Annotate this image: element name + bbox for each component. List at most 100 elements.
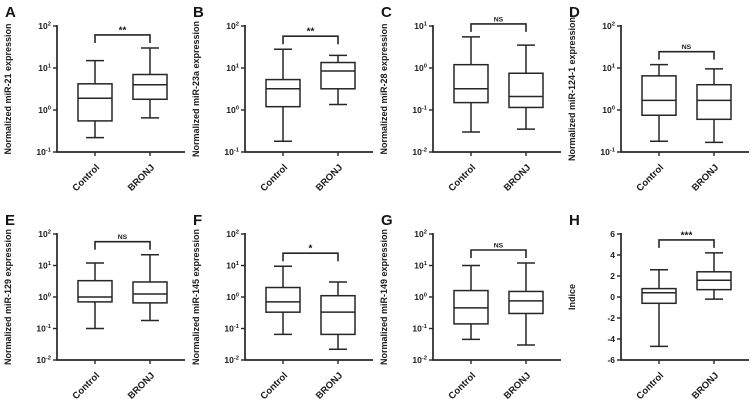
y-tick-label: 100 xyxy=(38,105,51,115)
x-tick-label: Control xyxy=(634,370,666,402)
y-tick-label: 10-2 xyxy=(224,355,239,365)
y-tick-label: 10-1 xyxy=(600,147,615,157)
panel-b: B 102 101 100 10-1 Normalized miR-23a expres… xyxy=(188,0,376,208)
y-tick-label: 100 xyxy=(38,292,51,302)
x-tick-label: BRONJ xyxy=(314,370,345,401)
panel-letter-f: F xyxy=(193,212,203,229)
y-tick-label: 2 xyxy=(610,271,615,281)
box-bronj xyxy=(132,73,168,101)
box-control xyxy=(265,286,301,313)
x-tick-label: Control xyxy=(70,162,102,194)
significance-bracket xyxy=(658,239,715,248)
panel-letter-c: C xyxy=(381,4,392,21)
x-tick-label: Control xyxy=(446,370,478,402)
significance-label: ** xyxy=(307,27,315,38)
y-tick-label: 0 xyxy=(610,292,615,302)
significance-bracket xyxy=(282,252,339,262)
box-bronj xyxy=(508,72,544,109)
panel-letter-a: A xyxy=(5,4,16,21)
y-tick-label: 100 xyxy=(226,105,239,115)
boxplot-chart-g: 102 101 100 10-1 10-2 Normalized miR-149 expr… xyxy=(379,229,561,402)
y-tick-label: 4 xyxy=(610,250,615,260)
y-tick-label: 101 xyxy=(602,63,615,73)
panel-h: H 6 4 2 0 -2 -4 -6 Indice *** Control BRONJ xyxy=(564,208,752,416)
boxplot-chart-h: 6 4 2 0 -2 -4 -6 Indice *** Control BRONJ xyxy=(567,229,749,402)
y-tick-label: 102 xyxy=(414,229,427,239)
y-axis-label: Normalized miR-124-1 expression xyxy=(567,17,577,161)
panel-e: E 102 101 100 10-1 10-2 Normalized miR-129 ex… xyxy=(0,208,188,416)
x-tick-label: Control xyxy=(634,162,666,194)
boxplot-chart-f: 102 101 100 10-1 10-2 Normalized miR-145 expr… xyxy=(191,229,373,402)
box-control xyxy=(453,63,489,104)
panel-c: C 101 100 10-1 10-2 Normalized miR-28 expres… xyxy=(376,0,564,208)
y-tick-label: 102 xyxy=(38,229,51,239)
box-control xyxy=(641,287,677,305)
box-control xyxy=(641,75,677,116)
significance-bracket xyxy=(94,34,151,43)
panel-letter-g: G xyxy=(381,212,393,229)
y-tick-label: 10-1 xyxy=(36,324,51,334)
significance-label: * xyxy=(309,244,313,255)
y-tick-label: -4 xyxy=(607,334,615,344)
box-bronj xyxy=(508,290,544,315)
y-tick-label: 101 xyxy=(414,261,427,271)
significance-label: NS xyxy=(494,243,504,250)
boxplot-chart-a: 102 101 100 10-1 Normalized miR-21 expressio… xyxy=(3,21,185,194)
y-tick-label: 10-1 xyxy=(36,147,51,157)
significance-label: ** xyxy=(119,25,127,36)
significance-bracket xyxy=(470,249,527,259)
x-tick-label: Control xyxy=(258,162,290,194)
box-bronj xyxy=(320,294,356,336)
y-tick-label: 101 xyxy=(38,261,51,271)
y-tick-label: 101 xyxy=(414,21,427,31)
box-control xyxy=(77,83,113,122)
x-tick-label: Control xyxy=(70,370,102,402)
y-tick-label: 10-1 xyxy=(412,105,427,115)
panel-g: G 102 101 100 10-1 10-2 Normalized miR-149 ex… xyxy=(376,208,564,416)
panel-a: A 102 101 100 10-1 Normalized miR-21 express… xyxy=(0,0,188,208)
x-tick-label: Control xyxy=(446,162,478,194)
y-tick-label: 101 xyxy=(38,63,51,73)
y-tick-label: 10-1 xyxy=(224,324,239,334)
y-tick-label: 100 xyxy=(226,292,239,302)
significance-bracket xyxy=(94,240,151,250)
y-axis-label: Normalized miR-21 expression xyxy=(3,23,13,154)
x-tick-label: BRONJ xyxy=(690,370,721,401)
box-control xyxy=(265,78,301,108)
y-tick-label: 102 xyxy=(226,21,239,31)
panel-f: F 102 101 100 10-1 10-2 Normalized miR-145 ex… xyxy=(188,208,376,416)
x-tick-label: BRONJ xyxy=(502,162,533,193)
y-tick-label: 10-1 xyxy=(224,147,239,157)
boxplot-chart-c: 101 100 10-1 10-2 Normalized miR-28 expressi… xyxy=(379,16,561,194)
y-axis-label: Normalized miR-23a expression xyxy=(191,21,201,157)
significance-bracket xyxy=(470,23,527,32)
significance-label: NS xyxy=(682,44,692,51)
significance-bracket xyxy=(658,50,715,60)
box-bronj xyxy=(132,281,168,304)
panel-letter-b: B xyxy=(193,4,204,21)
boxplot-chart-d: 102 101 100 10-1 Normalized miR-124-1 expres… xyxy=(567,17,749,194)
significance-bracket xyxy=(282,35,339,45)
box-control xyxy=(77,279,113,303)
y-tick-label: 102 xyxy=(38,21,51,31)
y-tick-label: 101 xyxy=(226,63,239,73)
y-tick-label: 100 xyxy=(414,292,427,302)
significance-label: *** xyxy=(681,230,693,241)
y-tick-label: 102 xyxy=(602,21,615,31)
panel-letter-d: D xyxy=(569,4,580,21)
x-tick-label: BRONJ xyxy=(314,162,345,193)
significance-label: NS xyxy=(118,234,128,241)
y-tick-label: 6 xyxy=(610,229,615,239)
significance-label: NS xyxy=(494,16,504,23)
panel-letter-e: E xyxy=(5,212,16,229)
box-bronj xyxy=(320,61,356,90)
y-tick-label: -6 xyxy=(607,355,615,365)
y-tick-label: 10-1 xyxy=(412,324,427,334)
x-tick-label: BRONJ xyxy=(126,370,157,401)
y-axis-label: Normalized miR-28 expression xyxy=(379,23,389,154)
y-axis-label: Normalized miR-149 expression xyxy=(379,229,389,365)
y-tick-label: 102 xyxy=(226,229,239,239)
y-tick-label: -2 xyxy=(607,313,615,323)
y-tick-label: 10-2 xyxy=(36,355,51,365)
